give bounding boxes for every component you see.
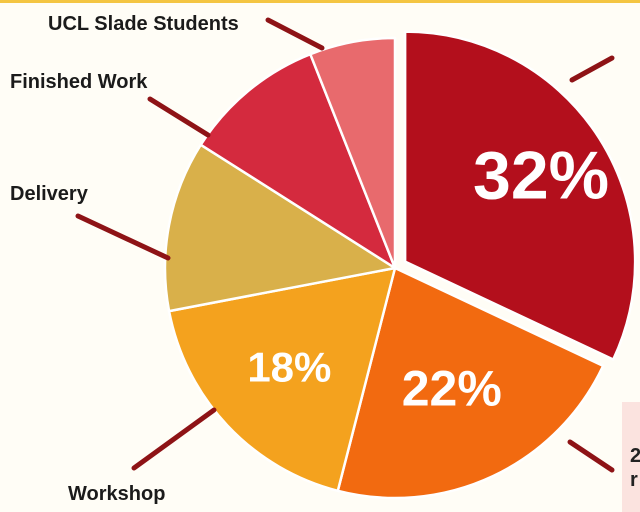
pie-slice-2 — [336, 266, 605, 500]
clipped-callout-line-2: r — [630, 469, 638, 491]
leader-line-2 — [567, 439, 615, 473]
pie-category-label-5: Finished Work — [10, 71, 148, 93]
pie-category-label-4: Delivery — [10, 183, 89, 205]
clipped-callout-box — [622, 402, 640, 512]
leader-line-1 — [569, 55, 615, 83]
pie-category-label-3: Workshop — [68, 483, 165, 505]
clipped-callout-line-1: 2 — [630, 445, 640, 467]
pie-slice-4 — [163, 143, 397, 313]
leader-line-8 — [265, 17, 325, 51]
leader-line-5 — [131, 407, 217, 471]
leader-line-6 — [75, 213, 171, 261]
pie-value-label-3: 18% — [247, 344, 331, 391]
pie-value-label-1: 32% — [473, 137, 609, 213]
pie-slice-5 — [199, 52, 397, 270]
pie-slice-6 — [309, 36, 397, 270]
pie-value-label-2: 22% — [402, 361, 502, 417]
leader-line-7 — [147, 96, 211, 138]
clipped-callout-text: 2 r — [630, 444, 640, 492]
top-rule — [0, 0, 640, 3]
pie-category-label-6: UCL Slade Students — [48, 13, 239, 35]
pie-slice-3 — [167, 266, 397, 493]
pie-slice-1 — [403, 30, 637, 361]
